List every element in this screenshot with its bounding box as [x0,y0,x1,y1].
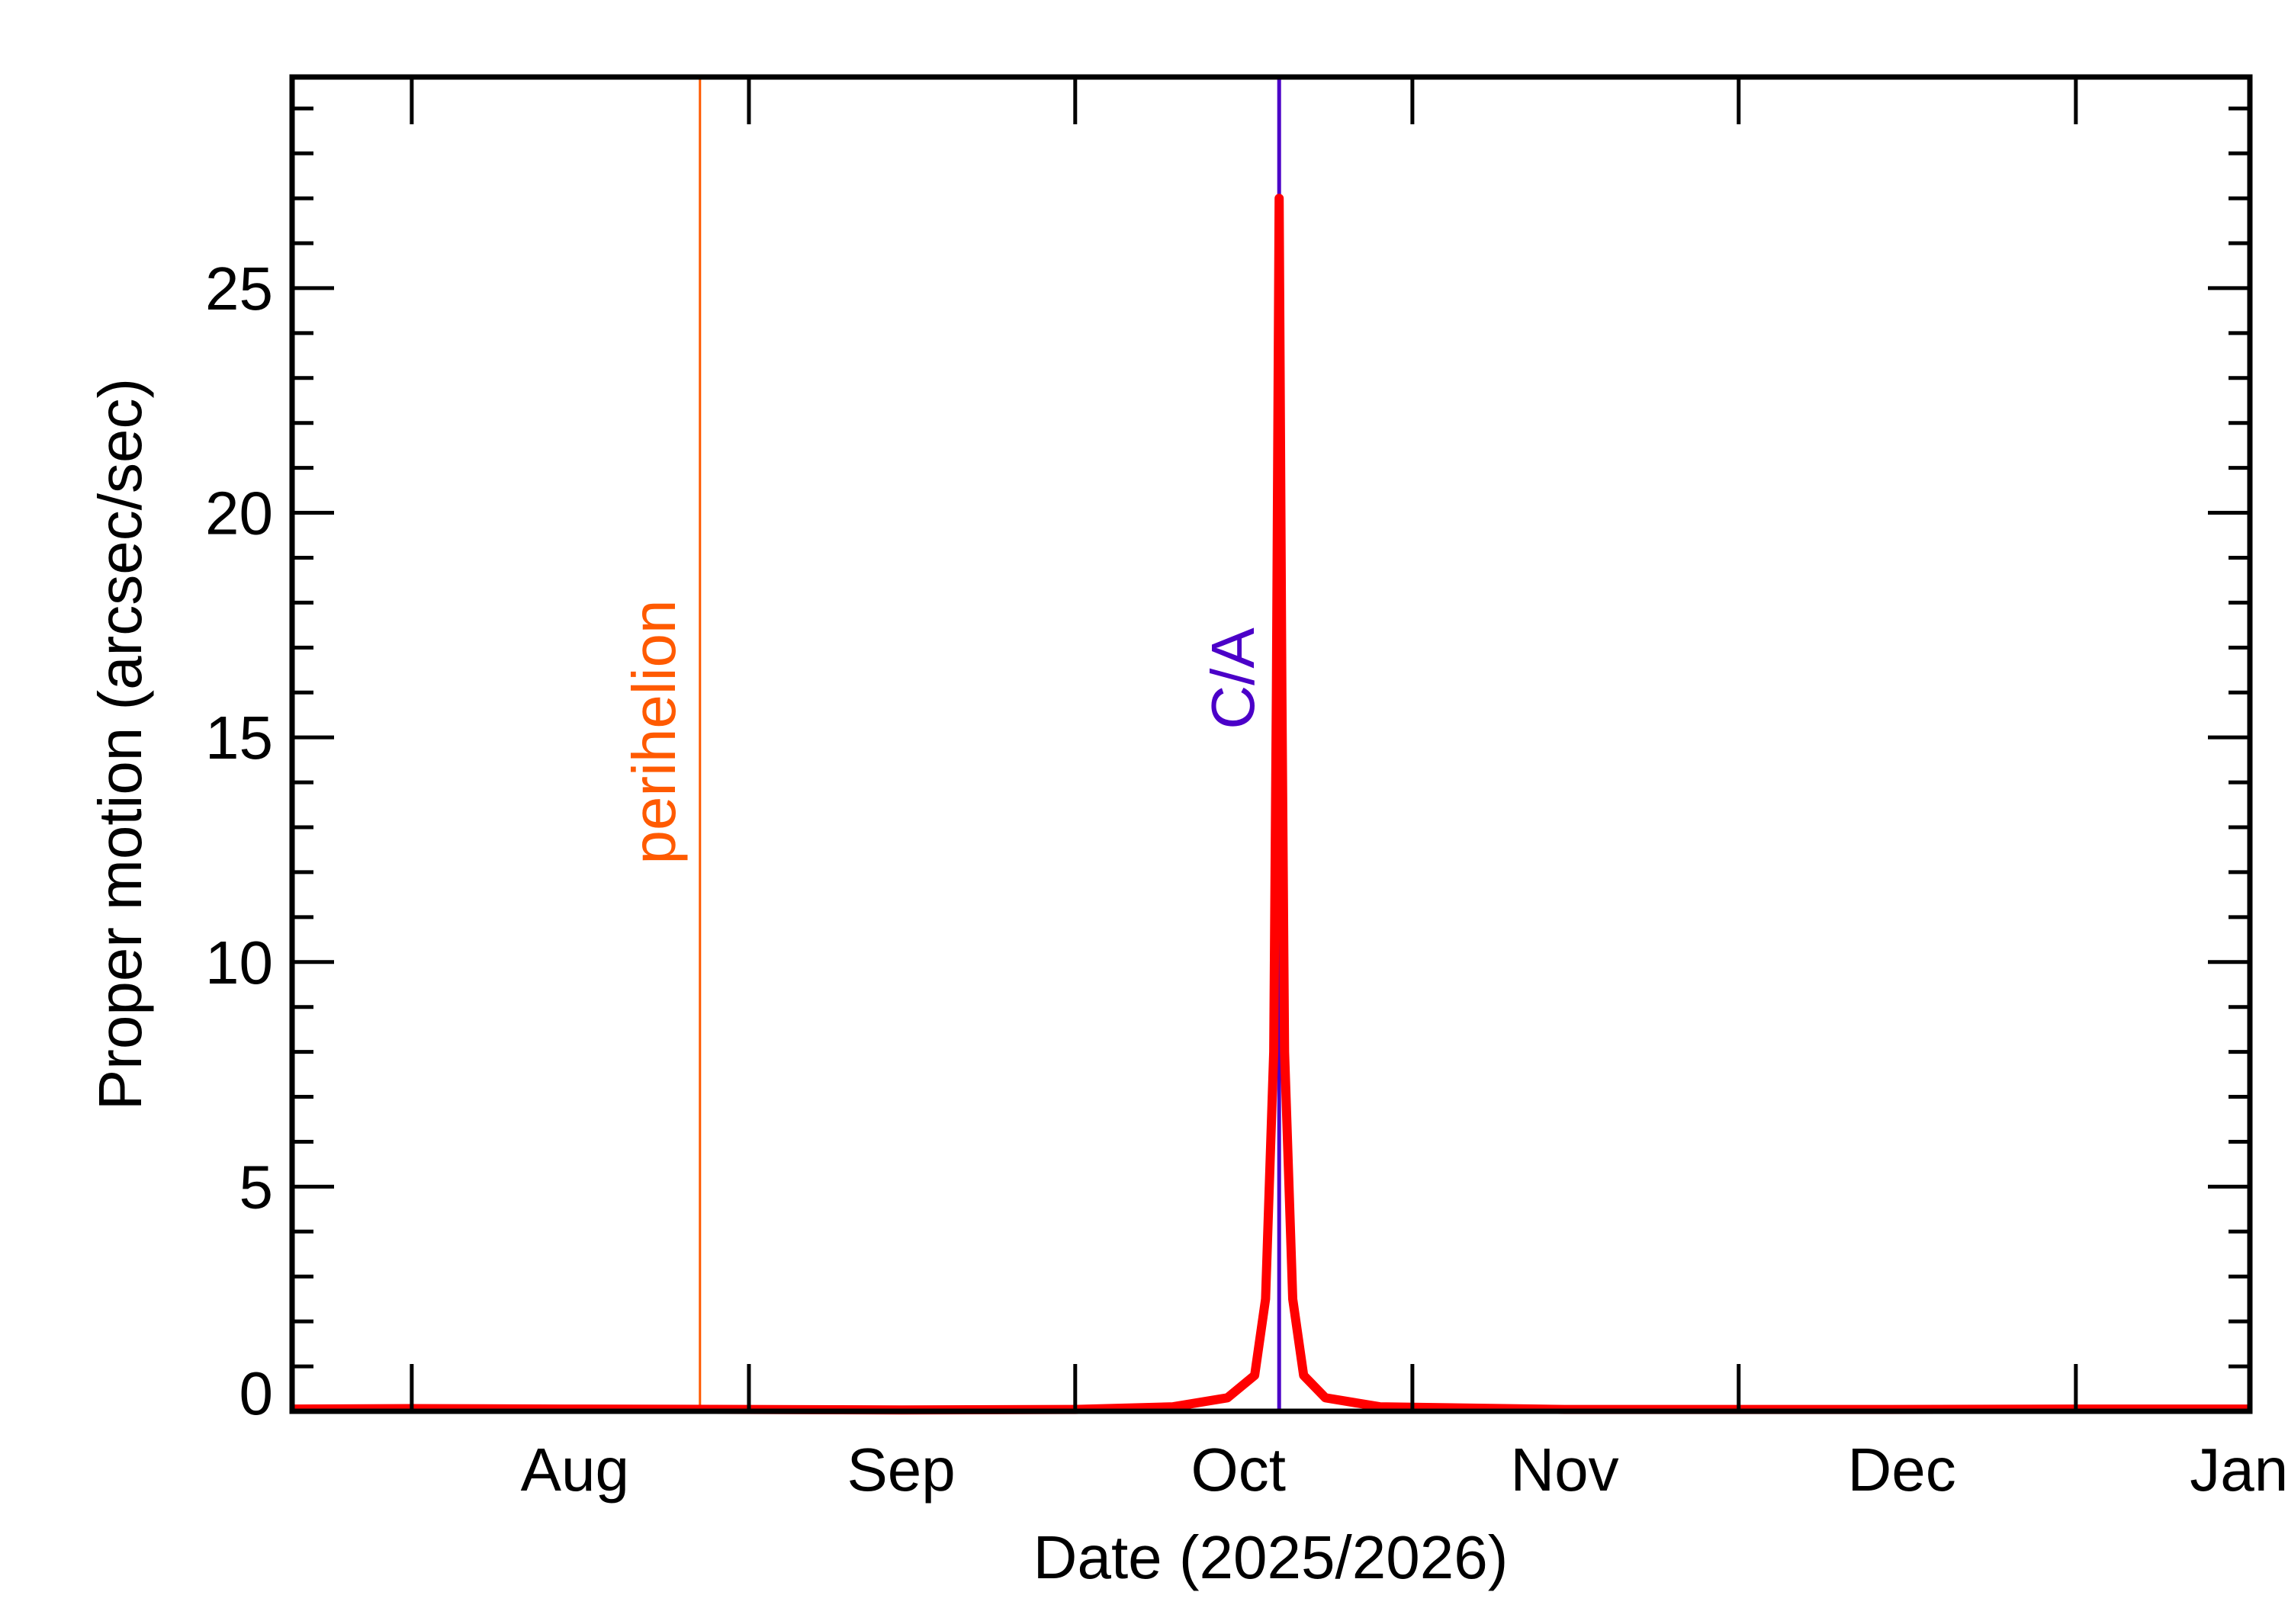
y-tick-label: 10 [205,929,273,997]
y-tick-label: 5 [239,1153,274,1221]
x-tick-label: Dec [1848,1436,1956,1504]
y-tick-label: 0 [239,1359,274,1427]
proper-motion-line [291,194,2250,1415]
x-tick-label: Aug [521,1436,629,1504]
y-tick-label: 20 [205,480,273,547]
y-axis-label: Proper motion (arcsec/sec) [86,378,154,1110]
y-tick-label: 25 [205,255,273,323]
y-tick-label: 15 [205,704,273,772]
annotation-label-ca: C/A [1199,627,1267,730]
x-axis-label: Date (2025/2026) [1033,1523,1509,1591]
x-tick-label: Jan [2190,1436,2288,1504]
plot-frame [289,74,2253,1414]
x-tick-label: Nov [1510,1436,1618,1504]
x-tick-label: Sep [847,1436,955,1504]
annotation-label-perihelion: perihelion [620,600,688,865]
x-tick-label: Oct [1191,1436,1285,1504]
